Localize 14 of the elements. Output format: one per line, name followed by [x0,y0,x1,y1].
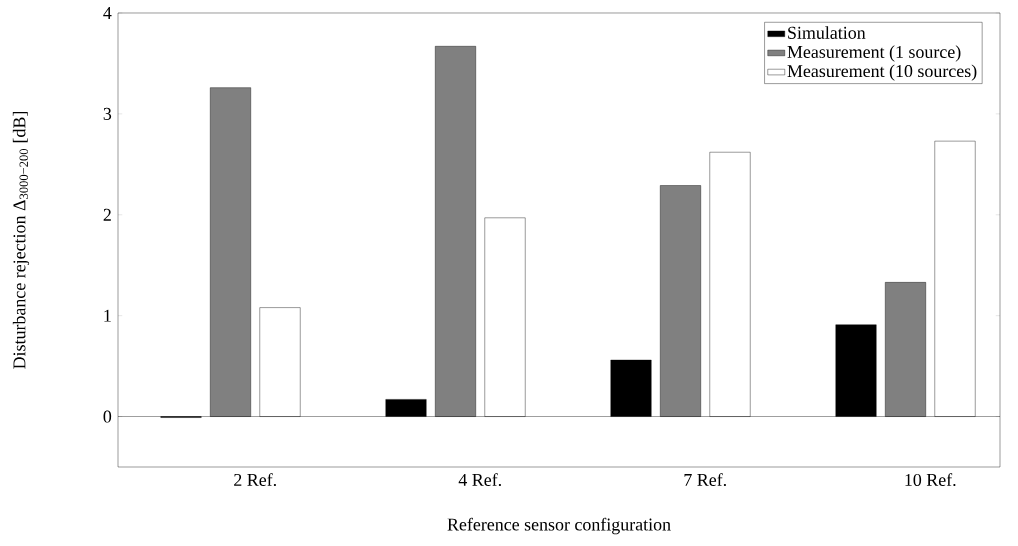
y-tick-label: 4 [103,7,112,19]
y-tick-label: 1 [104,309,111,322]
legend-label: Measurement (1 source) [787,45,961,62]
legend-label: Measurement (10 sources) [787,64,977,81]
y-tick-label: 2 [103,208,111,221]
x-tick-label: 2 Ref. [234,473,276,487]
x-tick-label: 10 Ref. [905,473,956,487]
y-axis-title: Disturbance rejection Δ$_{3000−200}$ [dB] [12,111,30,369]
x-axis-title: Reference sensor configuration [447,517,671,535]
y-tick-label: 3 [103,107,112,120]
y-tick-label: 0 [103,410,112,423]
x-tick-label: 4 Ref. [458,473,501,487]
x-tick-label: 7 Ref. [684,473,726,487]
legend-label: Simulation [788,26,866,39]
